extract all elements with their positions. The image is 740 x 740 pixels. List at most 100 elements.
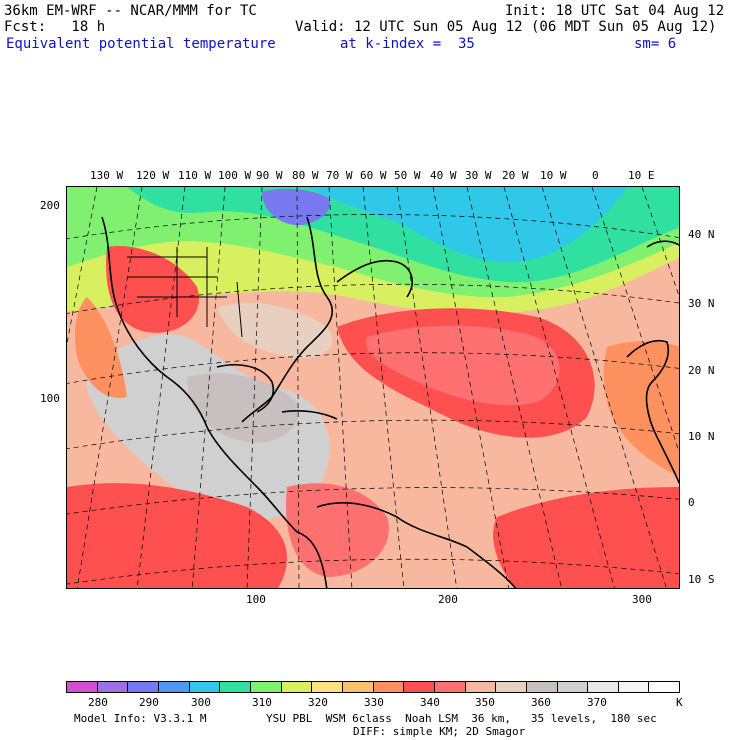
legend-swatch bbox=[465, 682, 497, 692]
physics-info: YSU PBL WSM 6class Noah LSM 36 km, 35 le… bbox=[266, 712, 657, 725]
field-360 bbox=[86, 334, 330, 520]
legend-label: 290 bbox=[139, 696, 159, 709]
legend-label: 310 bbox=[252, 696, 272, 709]
lon-label: 10 W bbox=[540, 169, 567, 182]
field-340-south bbox=[67, 483, 287, 588]
meridian bbox=[591, 187, 679, 453]
smoothing-info: sm= 6 bbox=[634, 36, 677, 52]
state-borders bbox=[127, 247, 243, 338]
lon-label: 30 W bbox=[465, 169, 492, 182]
lon-label: 20 W bbox=[502, 169, 529, 182]
parallel-30n bbox=[67, 283, 679, 314]
lat-label: 40 N bbox=[688, 228, 715, 241]
legend-label: 280 bbox=[88, 696, 108, 709]
meridian bbox=[466, 187, 562, 588]
field-345-sa bbox=[286, 483, 389, 577]
legend-swatch bbox=[588, 682, 619, 692]
lon-label: 100 W bbox=[218, 169, 252, 182]
legend-swatch bbox=[373, 682, 405, 692]
color-legend bbox=[66, 681, 680, 693]
south-america-west bbox=[296, 531, 328, 588]
model-title: 36km EM-WRF -- NCAR/MMM for TC bbox=[4, 3, 257, 19]
field-name: Equivalent potential temperature bbox=[6, 36, 276, 52]
lat-label: 10 N bbox=[688, 430, 715, 443]
map-panel bbox=[66, 186, 680, 589]
lat-label: 30 N bbox=[688, 297, 715, 310]
meridian bbox=[328, 187, 353, 588]
meridian bbox=[296, 187, 300, 588]
legend-swatch bbox=[281, 682, 313, 692]
legend-label: 360 bbox=[531, 696, 551, 709]
lon-label: 70 W bbox=[326, 169, 353, 182]
lon-label: 0 bbox=[592, 169, 599, 182]
nova-scotia bbox=[336, 259, 413, 298]
legend-swatch bbox=[496, 682, 527, 692]
theta-e-map bbox=[67, 187, 679, 588]
field-280 bbox=[262, 188, 331, 226]
legend-label: 300 bbox=[191, 696, 211, 709]
legend-label: 350 bbox=[475, 696, 495, 709]
parallel-40n bbox=[67, 214, 679, 240]
africa-coast bbox=[626, 339, 679, 485]
meridian bbox=[396, 187, 458, 588]
legend-swatch bbox=[342, 682, 374, 692]
grid-x-label: 100 bbox=[246, 593, 266, 606]
lon-label: 90 W bbox=[256, 169, 283, 182]
model-info: Model Info: V3.3.1 M bbox=[74, 712, 207, 725]
parallel-10s bbox=[67, 558, 679, 585]
lat-label: 10 S bbox=[688, 573, 715, 586]
us-east-coast bbox=[241, 216, 334, 423]
meridian bbox=[503, 187, 615, 588]
lon-label: 110 W bbox=[178, 169, 212, 182]
pacific-coast bbox=[101, 216, 298, 533]
legend-swatch bbox=[250, 682, 282, 692]
init-time: Init: 18 UTC Sat 04 Aug 12 bbox=[505, 3, 725, 19]
legend-swatch bbox=[434, 682, 466, 692]
lon-label: 80 W bbox=[292, 169, 319, 182]
meridian bbox=[191, 187, 226, 588]
gulf-coast bbox=[216, 364, 275, 413]
legend-label: 340 bbox=[420, 696, 440, 709]
legend-swatch bbox=[67, 682, 98, 692]
legend-label: 370 bbox=[587, 696, 607, 709]
meridian bbox=[541, 187, 667, 588]
grid-x-label: 200 bbox=[438, 593, 458, 606]
iberia bbox=[646, 240, 679, 248]
field-340-east bbox=[493, 487, 679, 588]
parallel-0 bbox=[67, 487, 679, 515]
legend-swatch bbox=[557, 682, 589, 692]
level-info: at k-index = 35 bbox=[340, 36, 475, 52]
legend-swatch bbox=[404, 682, 435, 692]
legend-swatch bbox=[158, 682, 190, 692]
lon-label: 50 W bbox=[394, 169, 421, 182]
field-290 bbox=[307, 187, 627, 263]
lat-label: 20 N bbox=[688, 364, 715, 377]
field-330-coast bbox=[75, 297, 127, 398]
lon-label: 10 E bbox=[628, 169, 655, 182]
field-345 bbox=[366, 325, 560, 406]
diffusion-info: DIFF: simple KM; 2D Smagor bbox=[353, 725, 526, 738]
lon-label: 130 W bbox=[90, 169, 124, 182]
field-350 bbox=[217, 303, 333, 358]
legend-swatch bbox=[220, 682, 251, 692]
cuba bbox=[281, 410, 338, 420]
legend-swatch bbox=[189, 682, 221, 692]
valid-time: Valid: 12 UTC Sun 05 Aug 12 (06 MDT Sun … bbox=[295, 19, 717, 35]
coastlines bbox=[101, 216, 679, 588]
parallel-20n bbox=[67, 352, 679, 384]
legend-swatch bbox=[618, 682, 650, 692]
legend-swatch bbox=[526, 682, 558, 692]
meridian bbox=[246, 187, 263, 588]
south-america-north bbox=[316, 502, 517, 588]
legend-label: 330 bbox=[364, 696, 384, 709]
meridian bbox=[362, 187, 405, 588]
lon-label: 40 W bbox=[430, 169, 457, 182]
legend-swatch bbox=[649, 682, 680, 692]
grid-y-label: 200 bbox=[40, 199, 60, 212]
grid-y-label: 100 bbox=[40, 392, 60, 405]
legend-swatch bbox=[312, 682, 343, 692]
forecast-hour: Fcst: 18 h bbox=[4, 19, 106, 35]
legend-swatch bbox=[128, 682, 159, 692]
lon-label: 120 W bbox=[136, 169, 170, 182]
lon-label: 60 W bbox=[360, 169, 387, 182]
